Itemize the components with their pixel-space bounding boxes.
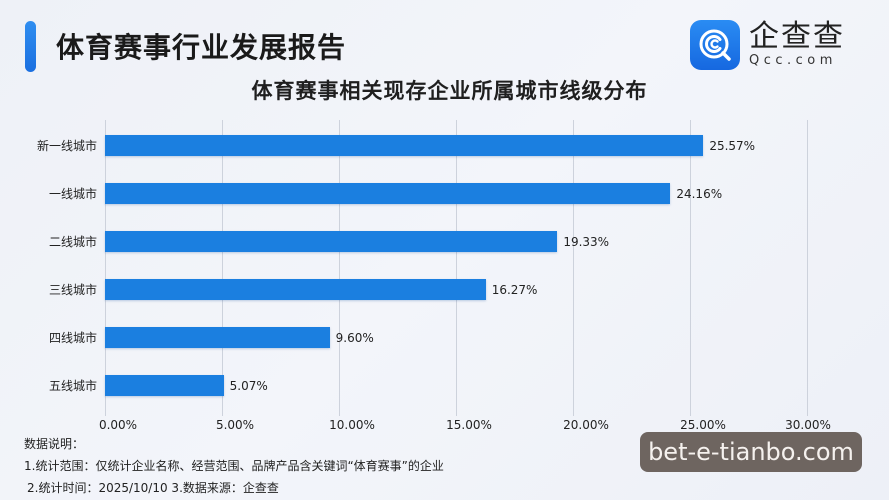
gridline-0 [105, 120, 106, 416]
gridline-10 [339, 120, 340, 416]
x-tick-label: 0.00% [98, 418, 138, 432]
category-label: 二线城市 [48, 235, 97, 249]
x-tick-label: 5.00% [215, 418, 255, 432]
qcc-logo: 企查查 Qcc.com [690, 20, 845, 70]
x-tick-label: 10.00% [329, 418, 375, 432]
x-tick-label: 30.00% [785, 418, 831, 432]
bar-row: 新一线城市 25.57% [0, 135, 755, 156]
x-tick-label: 20.00% [563, 418, 609, 432]
x-tick-label: 15.00% [446, 418, 492, 432]
data-notes: 数据说明： 1.统计范围：仅统计企业名称、经营范围、品牌产品含关键词“体育赛事”… [24, 433, 444, 499]
category-label: 四线城市 [48, 331, 97, 345]
title-accent-bar [25, 21, 36, 72]
bar-row: 五线城市 5.07% [0, 375, 268, 396]
gridline-20 [573, 120, 574, 416]
bar [105, 135, 704, 156]
category-label: 五线城市 [48, 379, 97, 393]
bar [105, 231, 558, 252]
gridline-30 [807, 120, 808, 416]
chart-title: 体育赛事相关现存企业所属城市线级分布 [251, 79, 648, 103]
bar [105, 183, 671, 204]
report-title: 体育赛事行业发展报告 [56, 31, 347, 64]
bar-row: 一线城市 24.16% [0, 183, 722, 204]
category-label: 一线城市 [48, 187, 97, 201]
value-label: 16.27% [491, 282, 538, 297]
watermark: bet-e-tianbo.com [640, 432, 862, 472]
value-label: 24.16% [676, 186, 723, 201]
value-label: 25.57% [709, 138, 756, 153]
bar-row: 四线城市 9.60% [0, 327, 374, 348]
bar-row: 二线城市 19.33% [0, 231, 609, 252]
category-label: 新一线城市 [36, 139, 97, 153]
category-label: 三线城市 [48, 283, 97, 297]
bar-chart-plot-area: 新一线城市 25.57% 一线城市 24.16% 二线城市 19.33% 三线城… [37, 120, 808, 416]
notes-scope: 1.统计范围：仅统计企业名称、经营范围、品牌产品含关键词“体育赛事”的企业 [24, 459, 444, 473]
notes-heading: 数据说明： [24, 437, 85, 451]
bar-row: 三线城市 16.27% [0, 279, 537, 300]
notes-time-source: 2.统计时间：2025/10/10 3.数据来源：企查查 [27, 481, 279, 495]
value-label: 19.33% [563, 234, 610, 249]
value-label: 9.60% [335, 330, 374, 345]
qcc-magnifier-c-icon [690, 20, 740, 70]
bar [105, 375, 224, 396]
x-tick-label: 25.00% [680, 418, 726, 432]
gridline-25 [690, 120, 691, 416]
gridline-5 [222, 120, 223, 416]
gridline-15 [456, 120, 457, 416]
bar [105, 279, 486, 300]
logo-name-en: Qcc.com [749, 53, 837, 68]
bar [105, 327, 330, 348]
value-label: 5.07% [229, 378, 268, 393]
logo-name-cn: 企查查 [749, 19, 845, 54]
